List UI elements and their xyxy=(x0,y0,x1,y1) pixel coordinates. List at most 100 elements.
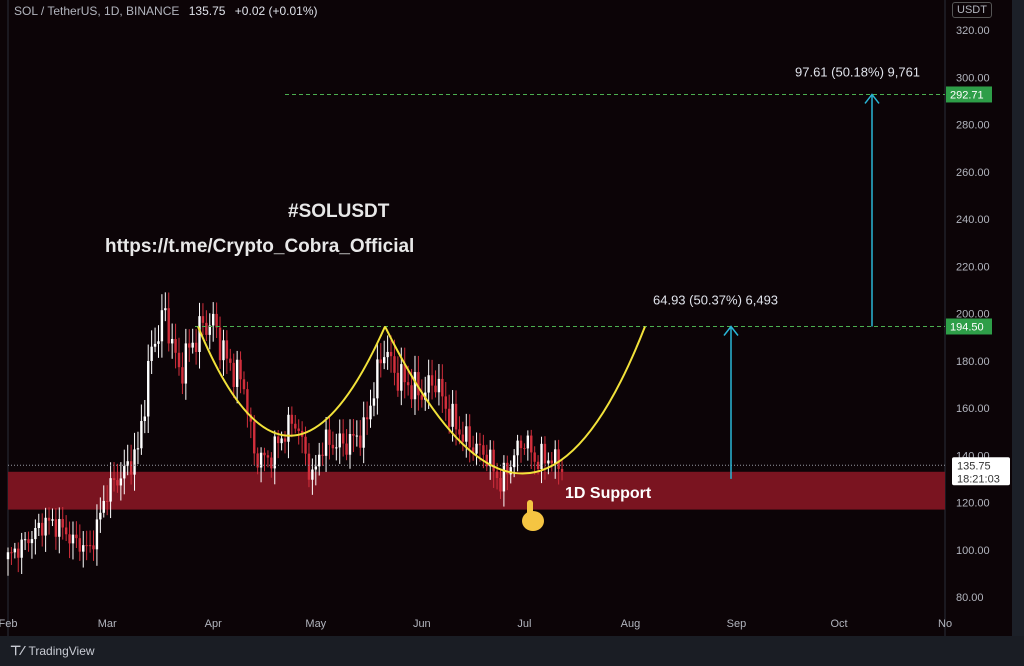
candle xyxy=(345,429,348,461)
candle-body xyxy=(184,343,188,384)
candle xyxy=(444,382,447,421)
candle-body xyxy=(526,435,530,449)
candle xyxy=(194,329,198,365)
candle xyxy=(362,401,365,464)
candle xyxy=(485,444,488,472)
candle xyxy=(64,515,68,542)
candle xyxy=(441,364,444,413)
candle xyxy=(475,432,478,466)
candle xyxy=(51,508,54,527)
candle xyxy=(290,406,294,438)
candle-body xyxy=(64,527,68,535)
candle-body xyxy=(379,359,382,364)
candle-body xyxy=(335,447,338,449)
candle-body xyxy=(550,460,553,464)
candle xyxy=(519,435,523,463)
candle-body xyxy=(133,449,136,475)
candle-body xyxy=(205,322,208,335)
candle-body xyxy=(417,372,420,396)
candle xyxy=(27,531,30,552)
candle-body xyxy=(51,519,54,521)
candle-body xyxy=(413,372,417,400)
candle-body xyxy=(112,478,116,481)
candle-body xyxy=(365,417,369,420)
candle-body xyxy=(71,534,75,544)
candle xyxy=(133,432,136,491)
candle-body xyxy=(75,534,78,539)
candle xyxy=(359,420,362,456)
candle xyxy=(352,418,355,453)
candle-body xyxy=(362,417,365,448)
candle-body xyxy=(123,466,126,479)
candle-body xyxy=(143,416,146,421)
price-chart[interactable]: 80.00100.00120.00140.00160.00180.00200.0… xyxy=(0,0,1024,636)
candle-body xyxy=(218,327,222,361)
candle-body xyxy=(475,443,478,454)
arrow-head-icon xyxy=(864,93,880,104)
candle xyxy=(88,530,92,553)
candle-body xyxy=(160,310,164,342)
candle-body xyxy=(427,375,430,393)
candle xyxy=(222,329,225,376)
candle-body xyxy=(170,338,174,344)
candle-body xyxy=(389,351,393,357)
cup-curve-right xyxy=(384,326,646,475)
candle xyxy=(386,335,389,370)
candle-body xyxy=(78,538,82,552)
candle-body xyxy=(294,423,297,429)
candle xyxy=(54,508,58,550)
currency-button[interactable]: USDT xyxy=(952,2,992,18)
candle-body xyxy=(47,517,51,521)
candle xyxy=(434,370,437,398)
candle xyxy=(191,328,194,354)
candle xyxy=(396,356,400,397)
candle-body xyxy=(287,414,290,442)
candle xyxy=(379,343,382,378)
candle xyxy=(369,389,372,428)
candle xyxy=(235,350,239,404)
candle-body xyxy=(68,534,71,544)
candle xyxy=(143,399,146,434)
tradingview-logo[interactable]: ⊤⁄ TradingView xyxy=(10,643,95,659)
candle-body xyxy=(420,395,424,400)
candle xyxy=(184,328,188,400)
candle-body xyxy=(13,548,17,553)
candle xyxy=(253,415,256,466)
candle-body xyxy=(444,396,447,409)
candle-body xyxy=(290,414,294,424)
candle xyxy=(287,406,290,459)
candle xyxy=(92,530,95,561)
candle xyxy=(506,455,509,491)
candle-body xyxy=(454,403,458,430)
candle xyxy=(489,440,492,480)
candle xyxy=(417,355,420,411)
candle-body xyxy=(99,512,102,520)
x-tick-label: Mar xyxy=(98,618,117,630)
y-tick-label: 160.00 xyxy=(956,403,990,415)
candle-body xyxy=(468,426,471,448)
candle-body xyxy=(410,385,413,400)
candle-body xyxy=(341,433,345,444)
candle-body xyxy=(383,357,386,364)
candle-body xyxy=(164,308,167,311)
candle-body xyxy=(177,352,181,368)
candle xyxy=(23,532,27,551)
candle-body xyxy=(153,343,157,347)
candle-body xyxy=(540,443,543,470)
candle xyxy=(526,430,530,461)
candle xyxy=(44,507,47,552)
candle xyxy=(167,292,170,352)
x-tick-label: May xyxy=(305,618,326,630)
candle xyxy=(181,352,184,395)
candle-body xyxy=(256,453,259,468)
candle-body xyxy=(246,389,249,415)
candle xyxy=(105,485,109,516)
candle xyxy=(492,440,495,488)
candle xyxy=(321,442,324,466)
level-label: 292.71 xyxy=(950,89,984,101)
y-tick-label: 260.00 xyxy=(956,167,990,179)
support-label: 1D Support xyxy=(565,485,652,502)
arrow-head-icon xyxy=(723,325,739,336)
candle xyxy=(82,531,85,568)
candle xyxy=(376,343,379,415)
